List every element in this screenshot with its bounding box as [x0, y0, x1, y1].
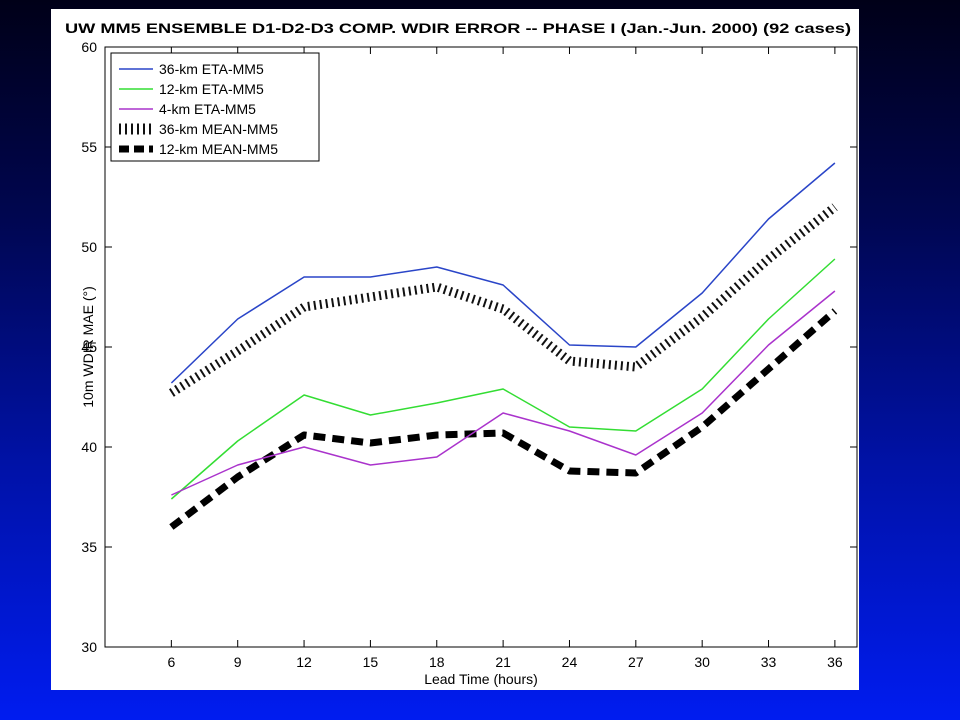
x-tick-label: 6	[167, 654, 175, 670]
x-tick-label: 33	[761, 654, 777, 670]
legend: 36-km ETA-MM5 12-km ETA-MM5 4-km ETA-MM5 36…	[110, 52, 320, 162]
x-tick-label: 15	[363, 654, 379, 670]
y-tick-label: 50	[81, 239, 97, 255]
y-tick-label: 45	[81, 339, 97, 355]
series-line-4-km-eta-mm5	[171, 290, 836, 496]
series-line-36-km-eta-mm5	[170, 162, 836, 384]
y-axis-label: 10m WDIR MAE (°)	[80, 286, 96, 408]
y-tick-label: 60	[81, 39, 97, 55]
x-tick-label: 24	[562, 654, 578, 670]
chart-title: UW MM5 ENSEMBLE D1-D2-D3 COMP. WDIR ERRO…	[65, 20, 851, 36]
y-tick-label: 35	[81, 539, 97, 555]
x-tick-label: 21	[495, 654, 511, 670]
x-tick-label: 30	[694, 654, 710, 670]
x-tick-label: 27	[628, 654, 644, 670]
y-tick-label: 30	[81, 639, 97, 655]
series-layer	[168, 162, 838, 530]
x-tick-label: 18	[429, 654, 445, 670]
legend-label: 12-km ETA-MM5	[159, 81, 264, 97]
series-line-36-km-mean-mm5	[168, 203, 838, 397]
chart-panel: UW MM5 ENSEMBLE D1-D2-D3 COMP. WDIR ERRO…	[51, 9, 859, 690]
legend-label: 36-km MEAN-MM5	[159, 121, 278, 137]
y-tick-label: 40	[81, 439, 97, 455]
legend-label: 36-km ETA-MM5	[159, 61, 264, 77]
legend-box	[110, 52, 320, 162]
chart-svg: UW MM5 ENSEMBLE D1-D2-D3 COMP. WDIR ERRO…	[65, 20, 858, 687]
x-tick-label: 36	[827, 654, 843, 670]
series-line-12-km-mean-mm5	[169, 308, 838, 530]
y-tick-label: 55	[81, 139, 97, 155]
x-tick-label: 9	[234, 654, 242, 670]
x-axis-label: Lead Time (hours)	[424, 671, 538, 687]
series-line-12-km-eta-mm5	[170, 258, 836, 500]
axis-ticks: 6 9 12 15 18 21 24 27 30 33 36 30 35 40 45 50 55 60	[81, 39, 857, 670]
legend-label: 4-km ETA-MM5	[159, 101, 256, 117]
x-tick-label: 12	[296, 654, 312, 670]
legend-label: 12-km MEAN-MM5	[159, 141, 278, 157]
